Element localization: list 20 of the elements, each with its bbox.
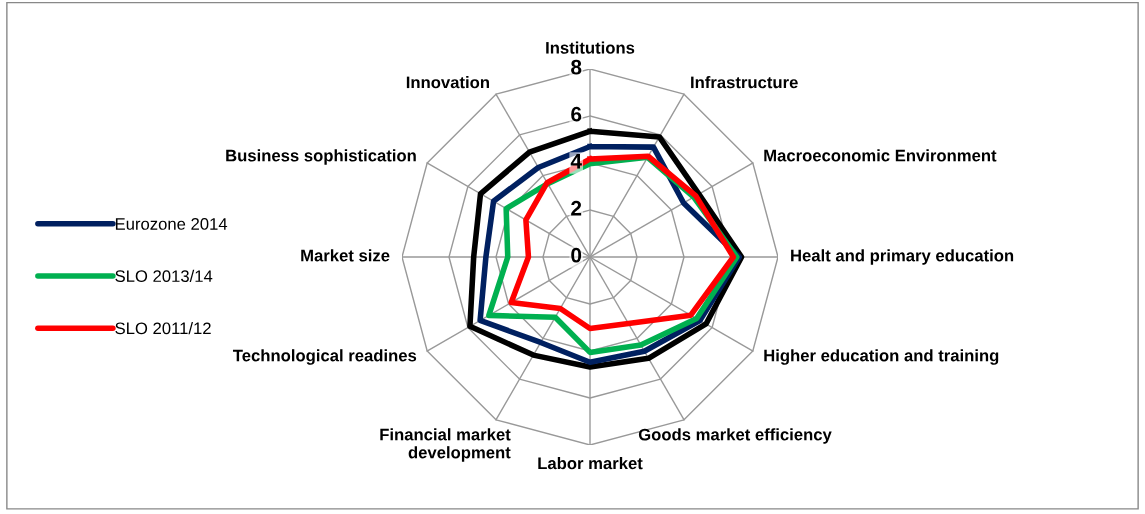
spoke-label: Macroeconomic Environment — [764, 149, 997, 162]
spoke-label: Goods market efficiency — [638, 428, 832, 444]
spoke-label: Technological readines — [232, 349, 417, 365]
y-tick-label: 8 — [571, 59, 582, 75]
y-tick-label: 6 — [571, 106, 582, 122]
spoke-label: Institutions — [546, 41, 635, 54]
legend-label: SLO 2011/12 — [115, 321, 211, 335]
legend-label: Eurozone 2014 — [115, 218, 228, 230]
spoke-label: Infrastructure — [691, 76, 798, 89]
spoke-label: Healt and primary education — [791, 249, 1014, 265]
y-tick-label: 2 — [571, 200, 582, 216]
spoke-label: Labor market — [538, 457, 643, 470]
spoke-label: Innovation — [406, 76, 489, 89]
spoke-label: Business sophistication — [226, 149, 416, 165]
spoke-label: Market size — [301, 249, 390, 262]
spoke-label: Financial market development — [380, 428, 511, 462]
y-tick-label: 4 — [570, 154, 582, 169]
legend-label: SLO 2013/14 — [115, 269, 213, 283]
y-tick-label: 0 — [571, 247, 582, 263]
spoke-label: Higher education and training — [764, 349, 999, 365]
